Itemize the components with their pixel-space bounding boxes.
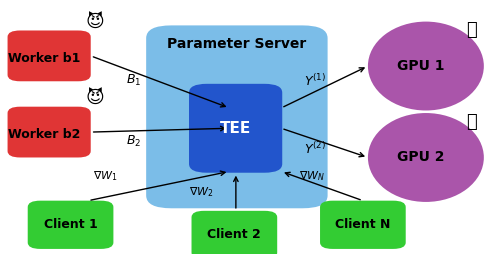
Ellipse shape xyxy=(368,113,484,202)
Text: $\nabla W_1$: $\nabla W_1$ xyxy=(93,170,118,183)
Text: $\nabla W_2$: $\nabla W_2$ xyxy=(190,185,214,199)
Text: Worker b1: Worker b1 xyxy=(8,52,80,65)
Text: $B_1$: $B_1$ xyxy=(126,72,141,88)
Text: $\nabla W_N$: $\nabla W_N$ xyxy=(299,170,326,183)
Ellipse shape xyxy=(368,22,484,110)
Text: $B_2$: $B_2$ xyxy=(126,133,141,149)
Text: 🤔: 🤔 xyxy=(466,22,477,39)
Text: GPU 2: GPU 2 xyxy=(397,150,445,165)
FancyBboxPatch shape xyxy=(189,84,282,173)
FancyBboxPatch shape xyxy=(320,201,406,249)
FancyBboxPatch shape xyxy=(146,25,328,208)
Text: Client 2: Client 2 xyxy=(208,228,261,242)
Text: TEE: TEE xyxy=(220,121,251,136)
FancyBboxPatch shape xyxy=(28,201,113,249)
Text: Parameter Server: Parameter Server xyxy=(167,37,306,52)
Text: Client N: Client N xyxy=(335,218,391,231)
Text: $Y^{(1)}$: $Y^{(1)}$ xyxy=(304,73,326,89)
Text: $Y^{(2)}$: $Y^{(2)}$ xyxy=(304,141,326,156)
Text: GPU 1: GPU 1 xyxy=(397,59,445,73)
Text: 🤔: 🤔 xyxy=(466,113,477,131)
Text: 😈: 😈 xyxy=(85,90,104,108)
FancyBboxPatch shape xyxy=(192,211,277,254)
Text: Client 1: Client 1 xyxy=(44,218,97,231)
Text: 😈: 😈 xyxy=(85,14,104,32)
FancyBboxPatch shape xyxy=(8,107,91,157)
FancyBboxPatch shape xyxy=(8,30,91,81)
Text: Worker b2: Worker b2 xyxy=(8,128,80,141)
